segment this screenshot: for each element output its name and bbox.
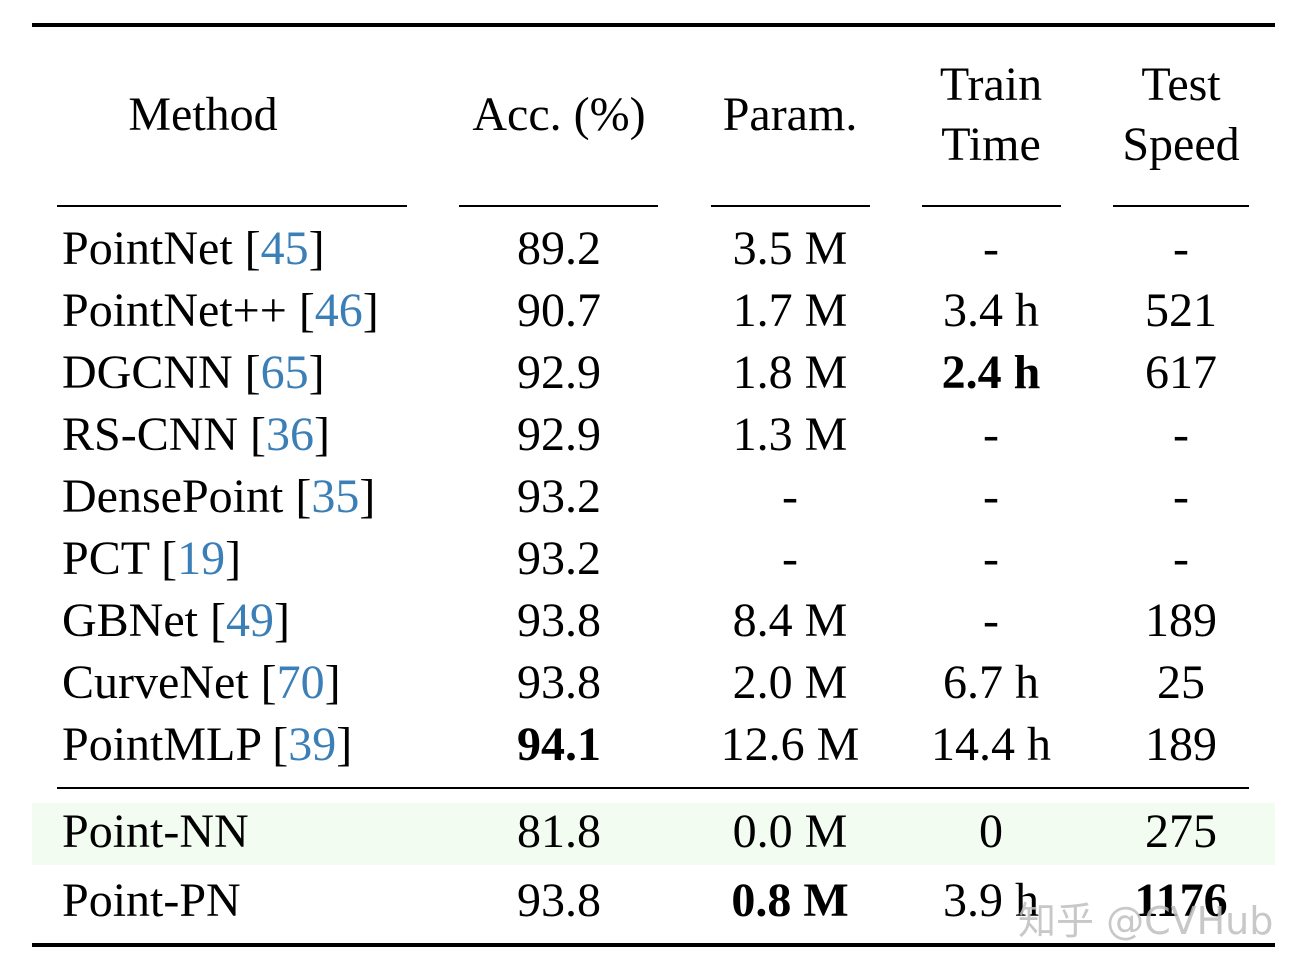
cell-train: - [983, 222, 999, 275]
cell-speed: - [1173, 532, 1189, 585]
cell-speed: 189 [1145, 594, 1217, 647]
citation-link[interactable]: 36 [266, 408, 315, 461]
header-speed-line2: Speed [1122, 118, 1240, 171]
cell-param: 0.8 M [731, 874, 849, 927]
cell-acc: 93.8 [517, 656, 601, 709]
method-name: GBNet [62, 594, 198, 647]
cell-param: 0.0 M [732, 805, 848, 858]
cell-param: 1.7 M [732, 284, 848, 337]
cell-acc: 93.2 [517, 532, 601, 585]
citation-link[interactable]: 45 [260, 222, 309, 275]
cell-acc: 90.7 [517, 284, 601, 337]
method-name: PointMLP [62, 718, 261, 771]
cell-method: GBNet [49] [62, 594, 290, 647]
cell-train: - [983, 532, 999, 585]
cell-speed: 25 [1157, 656, 1205, 709]
header-underline-param [711, 205, 870, 207]
cell-method: PCT [19] [62, 532, 242, 585]
header-acc: Acc. (%) [472, 88, 646, 141]
header-underline-method [57, 205, 407, 207]
cell-param: 12.6 M [720, 718, 860, 771]
cell-method: PointMLP [39] [62, 718, 353, 771]
header-train-line2: Time [941, 118, 1041, 171]
cell-method: RS-CNN [36] [62, 408, 331, 461]
header-train-line1: Train [939, 58, 1043, 111]
cell-speed: 1176 [1134, 874, 1228, 927]
cell-method: PointNet++ [46] [62, 284, 379, 337]
cell-method: CurveNet [70] [62, 656, 341, 709]
cell-speed: 275 [1145, 805, 1217, 858]
cell-acc: 93.2 [517, 470, 601, 523]
cell-param: 8.4 M [732, 594, 848, 647]
cell-speed: - [1173, 408, 1189, 461]
cell-acc: 81.8 [517, 805, 601, 858]
header-train-time: Train Time [940, 55, 1042, 175]
top-rule [32, 23, 1275, 27]
cell-train: - [983, 408, 999, 461]
mid-rule [57, 787, 1249, 789]
cell-acc: 89.2 [517, 222, 601, 275]
citation-link[interactable]: 19 [177, 532, 226, 585]
header-param: Param. [722, 88, 858, 141]
cell-acc: 94.1 [517, 718, 601, 771]
watermark: 知乎 @CVHub [1018, 899, 1274, 943]
citation-link[interactable]: 35 [311, 470, 360, 523]
bottom-rule [32, 943, 1275, 947]
method-name: DensePoint [62, 470, 284, 523]
cell-train: - [983, 470, 999, 523]
citation-link[interactable]: 49 [225, 594, 274, 647]
cell-speed: - [1173, 470, 1189, 523]
cell-acc: 92.9 [517, 408, 601, 461]
cell-param: - [782, 532, 798, 585]
method-name: Point-NN [62, 805, 249, 858]
cell-method: PointNet [45] [62, 222, 325, 275]
cell-speed: 521 [1145, 284, 1217, 337]
cell-speed: 189 [1145, 718, 1217, 771]
cell-train: 2.4 h [941, 346, 1041, 399]
citation-link[interactable]: 39 [288, 718, 337, 771]
method-name: DGCNN [62, 346, 233, 399]
header-speed-line1: Test [1141, 58, 1221, 111]
citation-link[interactable]: 46 [314, 284, 363, 337]
header-test-speed: Test Speed [1122, 55, 1239, 175]
cell-train: 3.4 h [943, 284, 1039, 337]
header-underline-acc [459, 205, 658, 207]
method-name: Point-PN [62, 874, 241, 927]
cell-method: Point-PN [62, 877, 241, 925]
cell-speed: 617 [1145, 346, 1217, 399]
cell-speed: - [1173, 222, 1189, 275]
method-name: PCT [62, 532, 150, 585]
header-method: Method [128, 88, 278, 141]
cell-param: 1.3 M [732, 408, 848, 461]
header-underline-train [922, 205, 1061, 207]
cell-train: 0 [979, 805, 1003, 858]
header-underline-speed [1113, 205, 1249, 207]
method-name: CurveNet [62, 656, 249, 709]
cell-param: 2.0 M [732, 656, 848, 709]
cell-param: - [782, 470, 798, 523]
method-name: RS-CNN [62, 408, 239, 461]
cell-param: 3.5 M [732, 222, 848, 275]
cell-train: - [983, 594, 999, 647]
cell-acc: 93.8 [517, 594, 601, 647]
cell-param: 1.8 M [732, 346, 848, 399]
cell-train: 3.9 h [943, 874, 1039, 927]
cell-method: DGCNN [65] [62, 346, 325, 399]
citation-link[interactable]: 70 [276, 656, 325, 709]
cell-acc: 93.8 [517, 874, 601, 927]
cell-method: Point-NN [62, 808, 249, 856]
method-name: PointNet [62, 222, 233, 275]
cell-train: 14.4 h [931, 718, 1051, 771]
cell-method: DensePoint [35] [62, 470, 376, 523]
highlight-row-background [32, 803, 1275, 865]
cell-acc: 92.9 [517, 346, 601, 399]
method-name: PointNet++ [62, 284, 287, 337]
cell-train: 6.7 h [943, 656, 1039, 709]
citation-link[interactable]: 65 [260, 346, 309, 399]
